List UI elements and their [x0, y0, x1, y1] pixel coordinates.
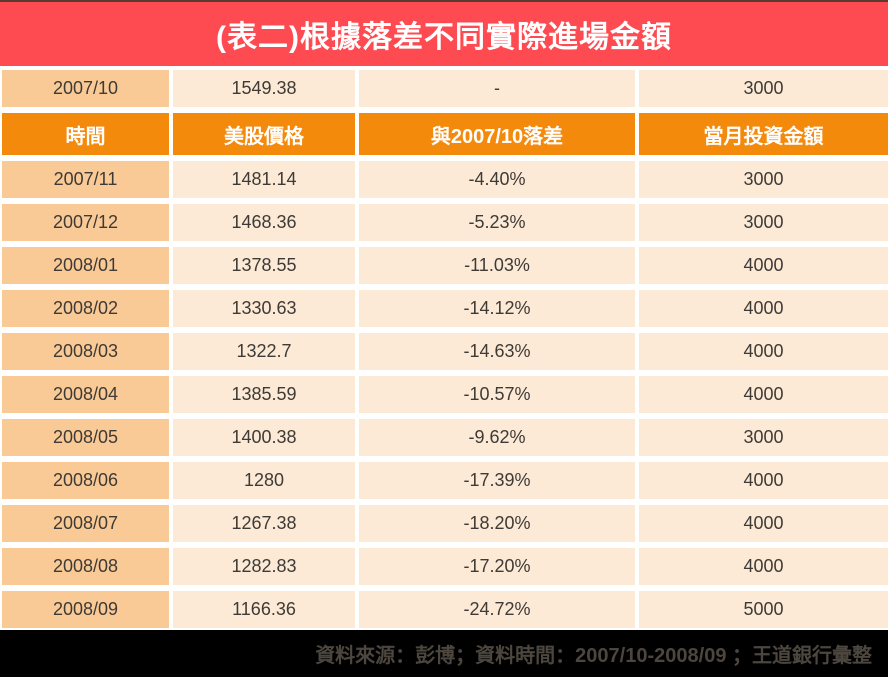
row-price-cell: 1282.83	[173, 548, 355, 585]
row-date-cell: 2008/03	[2, 333, 169, 370]
row-price-cell: 1322.7	[173, 333, 355, 370]
row-gap-cell: -18.20%	[359, 505, 635, 542]
baseline-gap-cell: -	[359, 70, 635, 107]
row-amount-cell: 4000	[639, 505, 888, 542]
source-footer: 資料來源：彭博；資料時間：2007/10-2008/09 ；王道銀行彙整	[0, 630, 888, 677]
row-date-cell: 2008/02	[2, 290, 169, 327]
row-price-cell: 1330.63	[173, 290, 355, 327]
row-date-cell: 2008/01	[2, 247, 169, 284]
column-header-amount: 當月投資金額	[639, 113, 888, 155]
row-gap-cell: -4.40%	[359, 161, 635, 198]
row-price-cell: 1468.36	[173, 204, 355, 241]
investment-table: 2007/10 1549.38 - 3000 時間 美股價格 與2007/10落…	[0, 66, 888, 630]
row-amount-cell: 4000	[639, 247, 888, 284]
row-date-cell: 2007/11	[2, 161, 169, 198]
table-title-bar: (表二)根據落差不同實際進場金額	[0, 2, 888, 66]
row-gap-cell: -9.62%	[359, 419, 635, 456]
row-date-cell: 2007/12	[2, 204, 169, 241]
row-amount-cell: 4000	[639, 290, 888, 327]
row-amount-cell: 4000	[639, 548, 888, 585]
baseline-price-cell: 1549.38	[173, 70, 355, 107]
row-price-cell: 1481.14	[173, 161, 355, 198]
row-gap-cell: -24.72%	[359, 591, 635, 628]
row-price-cell: 1267.38	[173, 505, 355, 542]
row-amount-cell: 5000	[639, 591, 888, 628]
row-date-cell: 2008/09	[2, 591, 169, 628]
column-header-time: 時間	[2, 113, 169, 155]
row-price-cell: 1280	[173, 462, 355, 499]
row-gap-cell: -14.12%	[359, 290, 635, 327]
row-date-cell: 2008/05	[2, 419, 169, 456]
row-gap-cell: -10.57%	[359, 376, 635, 413]
baseline-date-cell: 2007/10	[2, 70, 169, 107]
row-date-cell: 2008/08	[2, 548, 169, 585]
row-date-cell: 2008/07	[2, 505, 169, 542]
row-gap-cell: -17.39%	[359, 462, 635, 499]
table-title: (表二)根據落差不同實際進場金額	[216, 21, 672, 54]
row-gap-cell: -14.63%	[359, 333, 635, 370]
row-amount-cell: 4000	[639, 333, 888, 370]
row-price-cell: 1166.36	[173, 591, 355, 628]
row-amount-cell: 4000	[639, 376, 888, 413]
baseline-amount-cell: 3000	[639, 70, 888, 107]
row-price-cell: 1378.55	[173, 247, 355, 284]
row-price-cell: 1400.38	[173, 419, 355, 456]
source-footer-text: 資料來源：彭博；資料時間：2007/10-2008/09 ；王道銀行彙整	[315, 645, 872, 667]
row-amount-cell: 3000	[639, 419, 888, 456]
row-date-cell: 2008/04	[2, 376, 169, 413]
column-header-price: 美股價格	[173, 113, 355, 155]
column-header-gap: 與2007/10落差	[359, 113, 635, 155]
row-gap-cell: -17.20%	[359, 548, 635, 585]
row-gap-cell: -11.03%	[359, 247, 635, 284]
row-date-cell: 2008/06	[2, 462, 169, 499]
row-amount-cell: 3000	[639, 161, 888, 198]
row-amount-cell: 4000	[639, 462, 888, 499]
row-amount-cell: 3000	[639, 204, 888, 241]
row-gap-cell: -5.23%	[359, 204, 635, 241]
row-price-cell: 1385.59	[173, 376, 355, 413]
